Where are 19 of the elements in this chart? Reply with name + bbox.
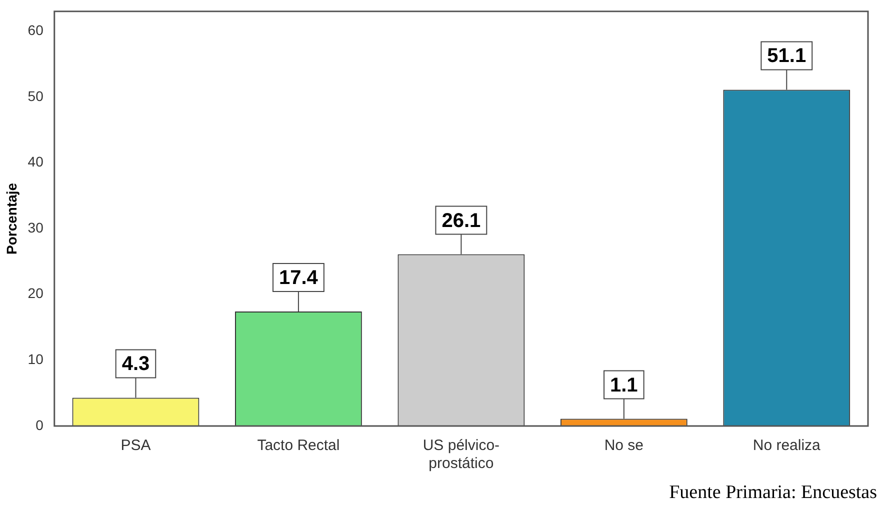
x-tick-label: PSA <box>120 437 151 454</box>
y-tick-label: 50 <box>28 88 44 104</box>
x-tick-label: Tacto Rectal <box>257 437 340 454</box>
x-tick-label: No se <box>604 437 644 454</box>
y-tick-label: 40 <box>28 154 44 170</box>
data-label: 17.4 <box>278 267 319 290</box>
data-label: 4.3 <box>122 353 150 376</box>
y-tick-label: 30 <box>28 219 44 236</box>
data-label: 1.1 <box>610 374 638 396</box>
y-axis-title: Porcentaje <box>3 182 20 254</box>
y-tick-label: 20 <box>28 285 44 302</box>
y-tick-label: 0 <box>36 416 44 433</box>
source-note: Fuente Primaria: Encuestas <box>669 482 877 504</box>
x-tick-label: No realiza <box>752 437 822 454</box>
x-tick-label: US pélvico-prostático <box>422 437 500 472</box>
data-label: 26.1 <box>442 210 481 232</box>
y-tick-label: 10 <box>28 351 44 368</box>
y-tick-label: 60 <box>28 22 44 38</box>
data-label: 51.1 <box>767 45 806 68</box>
